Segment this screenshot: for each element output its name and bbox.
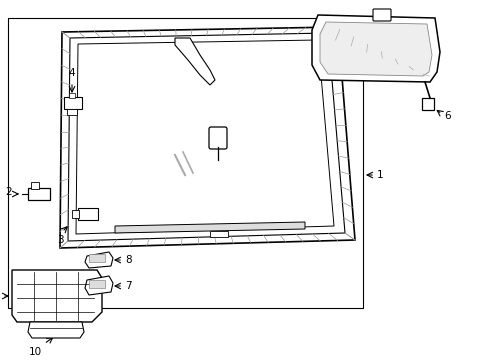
FancyBboxPatch shape bbox=[31, 182, 39, 189]
Bar bbox=[210, 231, 228, 237]
FancyBboxPatch shape bbox=[64, 97, 82, 109]
FancyBboxPatch shape bbox=[89, 280, 105, 288]
Text: 3: 3 bbox=[57, 235, 63, 245]
Polygon shape bbox=[68, 33, 345, 241]
Polygon shape bbox=[12, 270, 102, 322]
FancyBboxPatch shape bbox=[209, 127, 227, 149]
Polygon shape bbox=[76, 40, 334, 234]
FancyBboxPatch shape bbox=[69, 93, 75, 98]
Polygon shape bbox=[60, 27, 355, 248]
FancyBboxPatch shape bbox=[422, 98, 434, 110]
Text: 2: 2 bbox=[5, 187, 12, 197]
FancyBboxPatch shape bbox=[67, 109, 77, 115]
Text: 4: 4 bbox=[69, 68, 75, 78]
Text: 7: 7 bbox=[125, 281, 132, 291]
Polygon shape bbox=[320, 22, 432, 76]
Text: 8: 8 bbox=[125, 255, 132, 265]
Text: 6: 6 bbox=[444, 111, 451, 121]
Polygon shape bbox=[28, 322, 84, 338]
FancyBboxPatch shape bbox=[89, 254, 105, 262]
Polygon shape bbox=[312, 15, 440, 82]
FancyBboxPatch shape bbox=[72, 210, 79, 218]
Text: 1: 1 bbox=[377, 170, 384, 180]
Text: 10: 10 bbox=[29, 347, 42, 357]
Text: 5: 5 bbox=[223, 175, 230, 185]
Polygon shape bbox=[115, 222, 305, 233]
Bar bbox=[8, 18, 363, 308]
Polygon shape bbox=[85, 276, 113, 295]
FancyBboxPatch shape bbox=[373, 9, 391, 21]
Polygon shape bbox=[85, 252, 113, 268]
FancyBboxPatch shape bbox=[28, 188, 50, 200]
FancyBboxPatch shape bbox=[78, 208, 98, 220]
Polygon shape bbox=[175, 38, 215, 85]
